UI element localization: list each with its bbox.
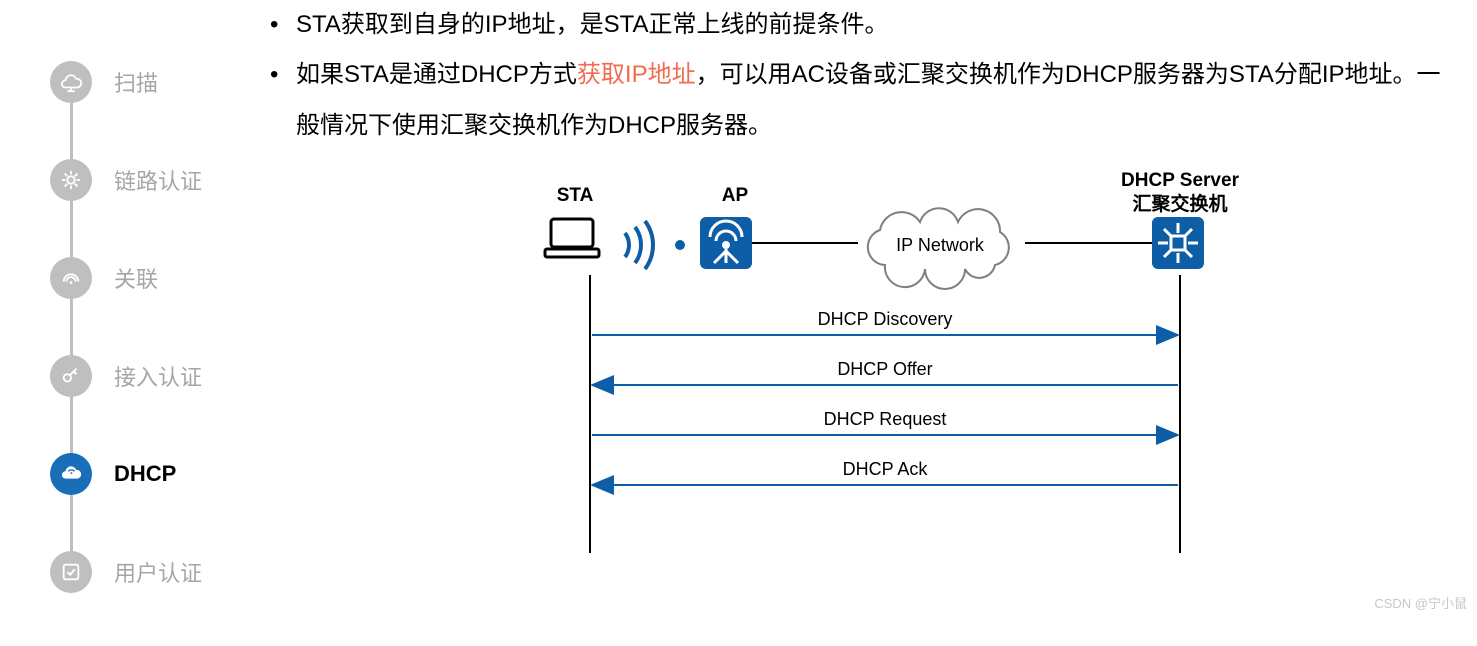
seq-msg-3: DHCP Ack [592, 459, 1178, 485]
bullet-item: 如果STA是通过DHCP方式获取IP地址，可以用AC设备或汇聚交换机作为DHCP… [260, 50, 1460, 151]
svg-text:DHCP Request: DHCP Request [824, 409, 947, 429]
diagram-svg: IP Network DHCP Discovery [390, 175, 1477, 585]
step-label: 扫描 [114, 66, 158, 98]
cloud-icon: IP Network [868, 208, 1009, 289]
step-link-auth[interactable]: 链路认证 [50, 156, 220, 204]
svg-text:DHCP Ack: DHCP Ack [843, 459, 929, 479]
main-content: STA获取到自身的IP地址，是STA正常上线的前提条件。 如果STA是通过DHC… [260, 0, 1460, 585]
step-label: 链路认证 [114, 164, 202, 196]
step-dhcp[interactable]: DHCP [50, 450, 220, 498]
sta-icon [545, 219, 599, 257]
server-icon [1152, 217, 1204, 269]
step-user-auth[interactable]: 用户认证 [50, 548, 220, 596]
cloud-icon [50, 61, 92, 103]
bullet-list: STA获取到自身的IP地址，是STA正常上线的前提条件。 如果STA是通过DHC… [260, 0, 1460, 151]
seq-msg-0: DHCP Discovery [592, 309, 1178, 335]
svg-text:DHCP Discovery: DHCP Discovery [818, 309, 953, 329]
bullet-text-highlight: 获取IP地址 [577, 61, 696, 88]
bullet-text: STA获取到自身的IP地址，是STA正常上线的前提条件。 [296, 11, 888, 38]
dhcp-sequence-diagram: STA AP DHCP Server 汇聚交换机 [390, 175, 1477, 585]
step-associate[interactable]: 关联 [50, 254, 220, 302]
bullet-text-pre: 如果STA是通过DHCP方式 [296, 61, 577, 88]
wifi-dot-icon [675, 240, 685, 250]
step-access-auth[interactable]: 接入认证 [50, 352, 220, 400]
step-label: 接入认证 [114, 360, 202, 392]
cloud-label: IP Network [896, 235, 985, 255]
bullet-item: STA获取到自身的IP地址，是STA正常上线的前提条件。 [260, 0, 1460, 50]
diamond-icon [50, 159, 92, 201]
sidebar: 扫描 链路认证 关联 接入认证 DHCP 用户认证 [50, 58, 220, 646]
step-label: DHCP [114, 461, 176, 487]
wifi-arc-icon [50, 257, 92, 299]
wifi-waves-icon [625, 221, 653, 269]
seq-msg-2: DHCP Request [592, 409, 1178, 435]
check-box-icon [50, 551, 92, 593]
watermark: CSDN @宁小鼠 [1374, 593, 1467, 612]
seq-msg-1: DHCP Offer [592, 359, 1178, 385]
key-icon [50, 355, 92, 397]
ap-icon [700, 217, 752, 269]
step-label: 关联 [114, 262, 158, 294]
svg-text:DHCP Offer: DHCP Offer [837, 359, 932, 379]
step-label: 用户认证 [114, 556, 202, 588]
step-scan[interactable]: 扫描 [50, 58, 220, 106]
cloud-wifi-icon [50, 453, 92, 495]
